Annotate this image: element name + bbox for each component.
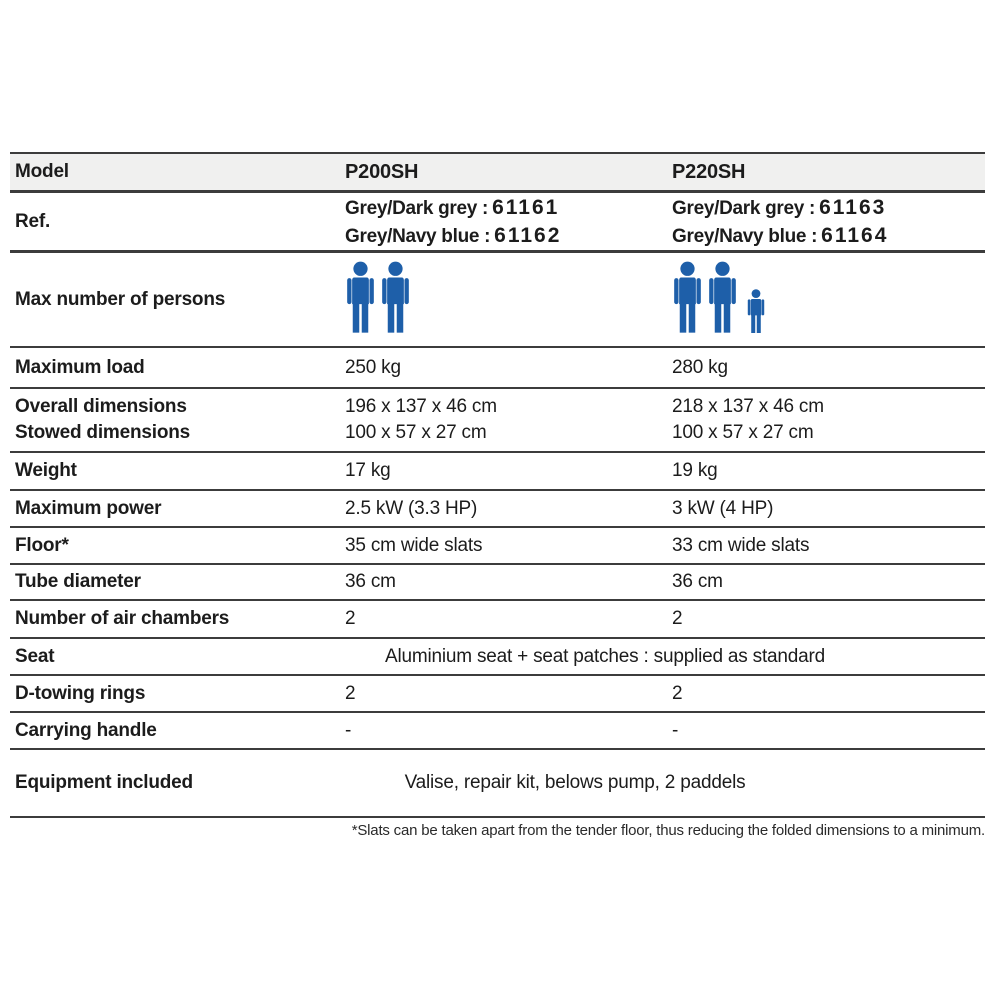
row-weight: Weight 17 kg 19 kg [10, 453, 985, 491]
spec-label: Maximum load [15, 356, 145, 378]
spec-value-p220sh: 19 kg [672, 460, 718, 481]
persons-icons-p220sh [672, 261, 985, 346]
spec-value-p220sh: 36 cm [672, 571, 723, 592]
row-dimensions: Overall dimensions Stowed dimensions 196… [10, 389, 985, 453]
ref-line: Grey/Navy blue :61162 [345, 223, 562, 247]
spec-value-p220sh: - [672, 719, 679, 741]
spec-label: Carrying handle [15, 719, 157, 741]
row-equipment-included: Equipment included Valise, repair kit, b… [10, 750, 985, 818]
equipment-value: Valise, repair kit, belows pump, 2 padde… [404, 772, 746, 793]
adult-person-icon [672, 261, 703, 333]
spec-label: Overall dimensions Stowed dimensions [15, 396, 191, 443]
row-seat: Seat Aluminium seat + seat patches : sup… [10, 639, 985, 676]
spec-value-p200sh: 2 [345, 608, 356, 629]
spec-label: Equipment included [15, 772, 193, 793]
spec-value-p220sh: 2 [672, 608, 683, 629]
row-d-towing-rings: D-towing rings 2 2 [10, 676, 985, 713]
footnote: *Slats can be taken apart from the tende… [351, 822, 985, 839]
spec-value-p200sh: 17 kg [345, 460, 391, 481]
spec-value-p200sh: 2.5 kW (3.3 HP) [345, 497, 478, 519]
spec-value-p220sh: 280 kg [672, 356, 728, 378]
ref-number: 61162 [494, 223, 562, 247]
adult-person-icon [345, 261, 376, 333]
spec-value-p220sh: 3 kW (4 HP) [672, 497, 774, 519]
adult-person-icon [707, 261, 738, 333]
row-maximum-load: Maximum load 250 kg 280 kg [10, 348, 985, 389]
spec-value-p220sh: 2 [672, 682, 683, 704]
ref-line: Grey/Dark grey :61161 [345, 195, 560, 219]
row-ref: Ref. Grey/Dark grey :61161 Grey/Navy blu… [10, 193, 985, 253]
spec-value-p200sh: 196 x 137 x 46 cm 100 x 57 x 27 cm [345, 396, 497, 443]
spec-label: Floor* [15, 534, 69, 556]
row-carrying-handle: Carrying handle - - [10, 713, 985, 750]
spec-label: Maximum power [15, 497, 162, 519]
persons-icons-p200sh [345, 261, 672, 346]
spec-value-both-models: Aluminium seat + seat patches : supplied… [384, 645, 826, 667]
row-max-persons: Max number of persons [10, 253, 985, 348]
row-tube-diameter: Tube diameter 36 cm 36 cm [10, 565, 985, 601]
spec-label: Weight [15, 460, 77, 481]
ref-line: Grey/Navy blue :61164 [672, 223, 889, 247]
spec-value-p200sh: 2 [345, 682, 356, 704]
spec-label: Tube diameter [15, 571, 141, 592]
spec-table: Model P200SH P220SH Ref. Grey/Dark grey … [10, 152, 985, 818]
row-model: Model P200SH P220SH [10, 154, 985, 193]
ref-number: 61163 [819, 195, 887, 219]
spec-value-p220sh: 33 cm wide slats [672, 534, 810, 556]
spec-value-p220sh: 218 x 137 x 46 cm 100 x 57 x 27 cm [672, 396, 824, 443]
max-persons-label: Max number of persons [15, 288, 226, 310]
ref-values-p200sh: Grey/Dark grey :61161 Grey/Navy blue :61… [345, 194, 672, 250]
spec-value-p200sh: 36 cm [345, 571, 396, 592]
spec-value-p200sh: - [345, 719, 352, 741]
adult-person-icon [380, 261, 411, 333]
spec-value-p200sh: 250 kg [345, 356, 401, 378]
spec-value-p200sh: 35 cm wide slats [345, 534, 483, 556]
row-floor: Floor* 35 cm wide slats 33 cm wide slats [10, 528, 985, 565]
model-row-label: Model [15, 161, 69, 182]
row-air-chambers: Number of air chambers 2 2 [10, 601, 985, 639]
child-person-icon [746, 289, 766, 333]
ref-values-p220sh: Grey/Dark grey :61163 Grey/Navy blue :61… [672, 194, 985, 250]
spec-label: Number of air chambers [15, 608, 230, 629]
spec-label: D-towing rings [15, 682, 146, 704]
model-name-p220sh: P220SH [672, 160, 746, 183]
spec-label: Seat [15, 645, 55, 667]
model-name-p200sh: P200SH [345, 160, 419, 183]
ref-number: 61164 [821, 223, 889, 247]
ref-number: 61161 [492, 195, 560, 219]
ref-row-label: Ref. [15, 210, 51, 232]
ref-line: Grey/Dark grey :61163 [672, 195, 887, 219]
row-maximum-power: Maximum power 2.5 kW (3.3 HP) 3 kW (4 HP… [10, 491, 985, 528]
